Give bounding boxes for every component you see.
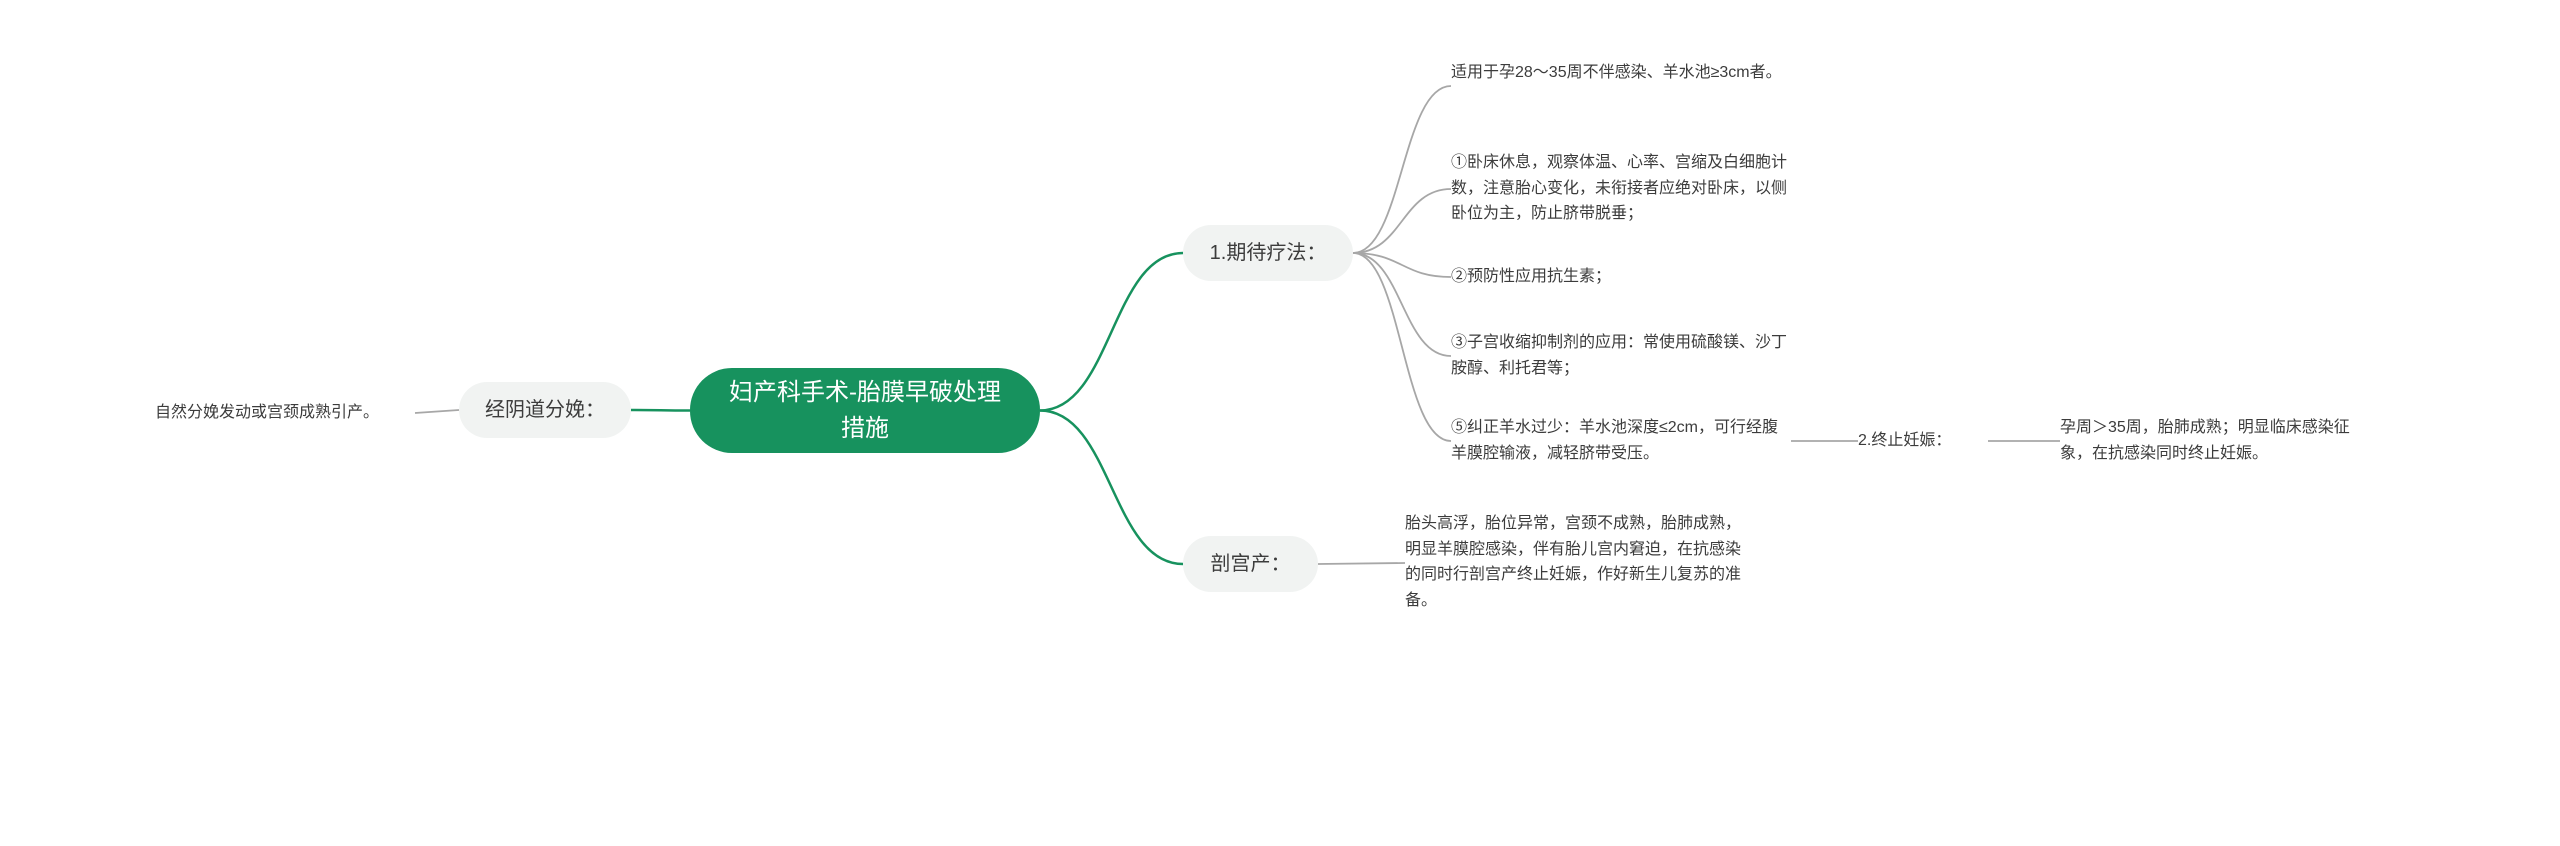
leaf-bedrest: ①卧床休息，观察体温、心率、宫缩及白细胞计数，注意胎心变化，未衔接者应绝对卧床，… — [1451, 150, 1791, 227]
branch-expectant-therapy[interactable]: 1.期待疗法： — [1183, 225, 1353, 281]
leaf-tocolytics: ③子宫收缩抑制剂的应用：常使用硫酸镁、沙丁胺醇、利托君等； — [1451, 330, 1791, 381]
branch-vaginal-delivery[interactable]: 经阴道分娩： — [459, 382, 631, 438]
leaf-antibiotics: ②预防性应用抗生素； — [1451, 264, 1791, 290]
leaf-natural-labor: 自然分娩发动或宫颈成熟引产。 — [155, 400, 415, 426]
leaf-terminate-detail: 孕周＞35周，胎肺成熟；明显临床感染征象，在抗感染同时终止妊娠。 — [2060, 415, 2380, 466]
leaf-indication: 适用于孕28～35周不伴感染、羊水池≥3cm者。 — [1451, 60, 1791, 86]
branch-cesarean[interactable]: 剖宫产： — [1183, 536, 1318, 592]
branch-terminate-pregnancy[interactable]: 2.终止妊娠： — [1858, 428, 1988, 454]
root-node[interactable]: 妇产科手术-胎膜早破处理措施 — [690, 368, 1040, 453]
leaf-oligohydramnios: ⑤纠正羊水过少：羊水池深度≤2cm，可行经腹羊膜腔输液，减轻脐带受压。 — [1451, 415, 1791, 466]
leaf-cesarean-detail: 胎头高浮，胎位异常，宫颈不成熟，胎肺成熟，明显羊膜腔感染，伴有胎儿宫内窘迫，在抗… — [1405, 511, 1755, 613]
